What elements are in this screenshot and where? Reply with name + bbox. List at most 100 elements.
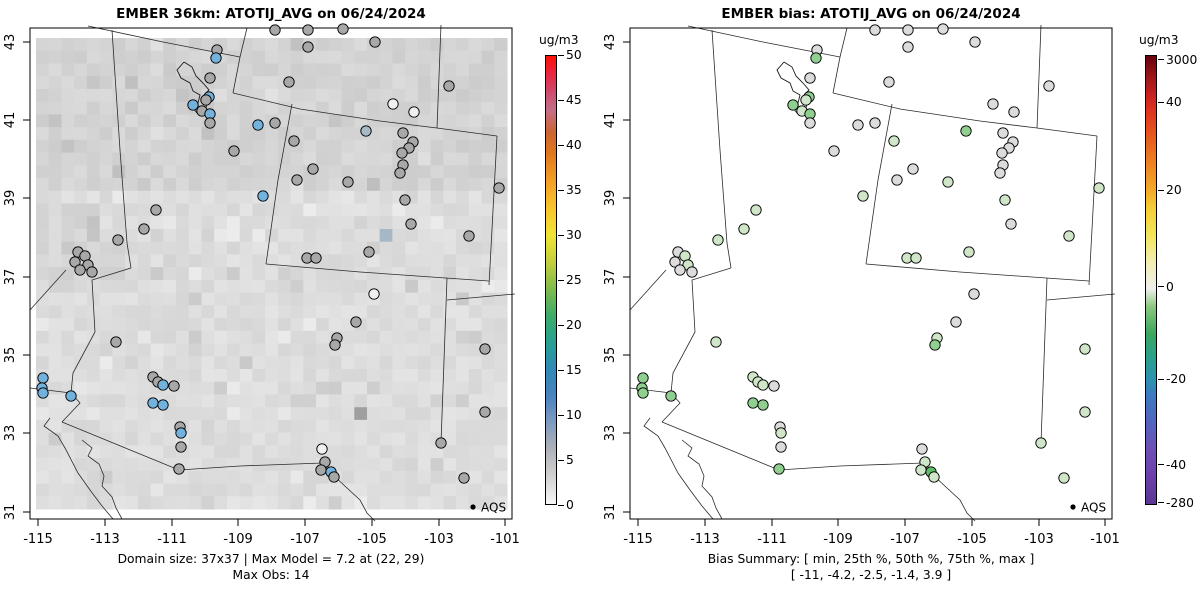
model-field-cell (367, 152, 381, 166)
model-field-cell (214, 139, 228, 154)
model-field-cell (112, 165, 126, 179)
model-field-cell (468, 178, 483, 192)
model-field-cell (303, 50, 317, 64)
model-field-cell (443, 88, 457, 103)
x-axis-label: -115 (23, 532, 53, 547)
model-field-cell (341, 432, 355, 446)
model-field-cell (456, 178, 470, 192)
model-field-cell (494, 496, 508, 510)
model-field-cell (86, 279, 101, 294)
aqs-site-marker (200, 94, 212, 106)
model-field-cell (86, 407, 101, 421)
model-field-cell (379, 343, 393, 357)
model-field-cell (239, 127, 253, 141)
model-field-cell (125, 127, 139, 141)
model-field-cell (277, 318, 292, 332)
model-field-cell (252, 152, 266, 166)
model-field-cell (405, 432, 419, 446)
model-field-cell (303, 267, 317, 281)
model-map-canvas: -115 -113 -111 -109 -107 -105 -103 -101 43 41 39 37… (3, 23, 520, 547)
model-field-cell (494, 38, 508, 52)
model-field-cell (456, 50, 470, 64)
model-field-cell (277, 343, 292, 357)
model-field-cell (150, 88, 164, 103)
model-field-cell (468, 216, 483, 230)
model-field-cell (36, 127, 50, 141)
model-field-cell (112, 419, 126, 434)
model-field-cell (150, 114, 164, 128)
model-field-cell (290, 394, 304, 408)
aqs-site-marker (204, 72, 216, 84)
state-boundary-line (832, 92, 1038, 129)
model-field-cell (239, 279, 253, 294)
model-field-cell (494, 114, 508, 128)
model-field-cell (417, 267, 432, 281)
model-field-cell (277, 419, 292, 434)
model-field-cell (163, 496, 177, 510)
aqs-site-marker (86, 266, 98, 278)
state-boundary-line (1088, 135, 1098, 286)
model-field-cell (265, 407, 279, 421)
colorbar-tick-mark (558, 279, 564, 281)
model-field-cell (201, 432, 215, 446)
model-field-cell (265, 445, 279, 459)
model-field-cell (468, 152, 483, 166)
model-field-cell (48, 127, 62, 141)
model-field-cell (99, 381, 113, 395)
model-field-cell (354, 254, 368, 268)
aqs-site-marker (291, 174, 303, 186)
model-field-cell (188, 216, 203, 230)
model-field-cell (214, 279, 228, 294)
model-field-cell (252, 279, 266, 294)
model-field-cell (354, 445, 368, 459)
model-field-cell (417, 101, 432, 115)
model-field-cell (48, 229, 62, 243)
model-field-cell (252, 394, 266, 408)
model-field-cell (125, 254, 139, 268)
aqs-site-marker (37, 372, 49, 384)
model-field-cell (36, 165, 50, 179)
model-field-cell (481, 76, 495, 90)
model-field-cell (265, 369, 279, 383)
model-field-cell (417, 432, 432, 446)
model-field-cell (328, 101, 343, 115)
model-field-cell (328, 216, 343, 230)
model-field-cell (430, 88, 444, 103)
model-field-cell (316, 165, 330, 179)
model-field-cell (481, 305, 495, 319)
state-boundary-line (232, 92, 438, 129)
model-field-cell (328, 432, 343, 446)
model-field-cell (137, 419, 152, 434)
model-field-cell (48, 305, 62, 319)
model-field-cell (417, 190, 432, 205)
model-field-cell (112, 38, 126, 52)
model-field-cell (481, 267, 495, 281)
model-field-cell (86, 63, 101, 77)
model-field-cell (227, 76, 241, 90)
model-field-cell (316, 305, 330, 319)
model-field-cell (48, 190, 62, 205)
model-field-cell (86, 165, 101, 179)
bias-colorbar (1145, 55, 1157, 505)
model-field-cell (86, 38, 101, 52)
aqs-site-marker (888, 135, 900, 147)
model-field-cell (265, 63, 279, 77)
model-field-cell (188, 369, 203, 383)
model-field-cell (316, 343, 330, 357)
model-field-cell (74, 190, 88, 205)
model-field-cell (36, 254, 50, 268)
model-field-cell (61, 38, 75, 52)
model-field-cell (214, 267, 228, 281)
model-field-cell (430, 445, 444, 459)
aqs-site-marker (910, 252, 922, 264)
model-field-cell (125, 432, 139, 446)
model-field-cell (290, 305, 304, 319)
colorbar-tick-label: -280 (1166, 495, 1194, 510)
model-field-cell (99, 305, 113, 319)
model-field-cell (227, 38, 241, 52)
model-field-cell (316, 279, 330, 294)
model-field-cell (316, 88, 330, 103)
model-field-cell (265, 356, 279, 370)
model-field-cell (379, 458, 393, 472)
state-boundary-line (111, 29, 132, 269)
